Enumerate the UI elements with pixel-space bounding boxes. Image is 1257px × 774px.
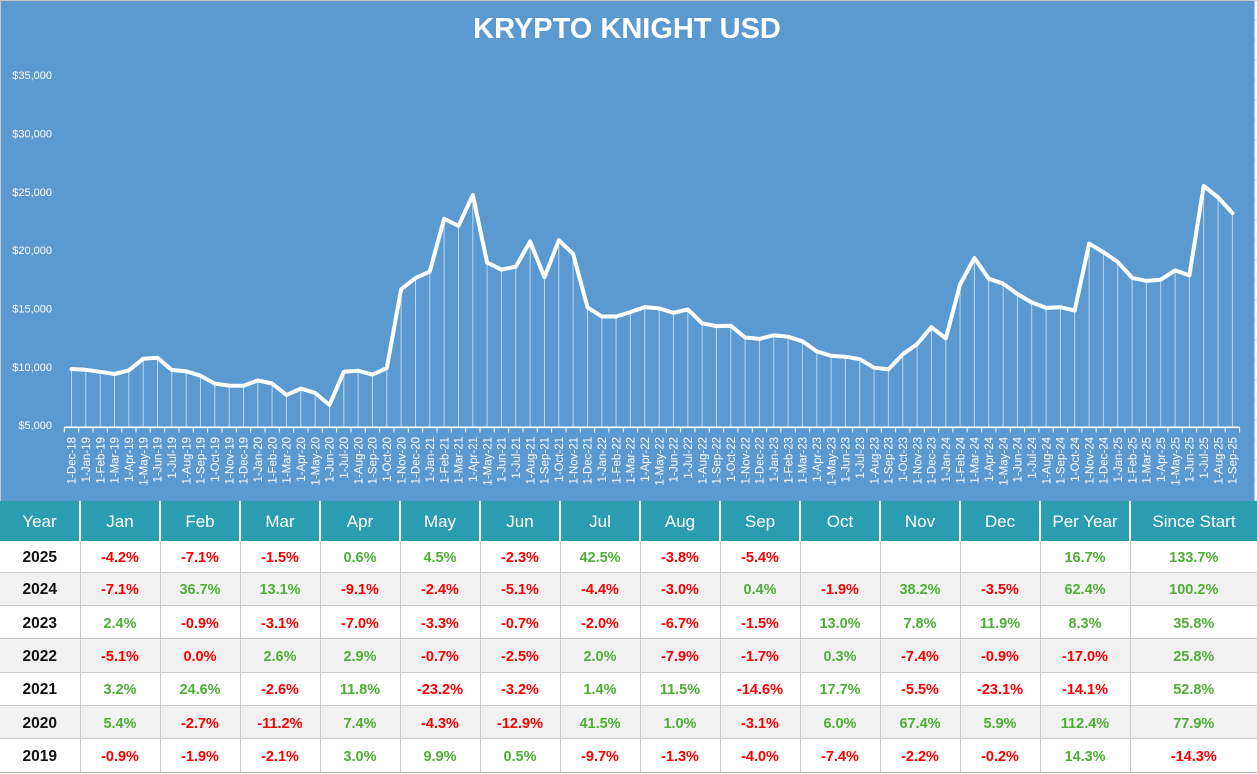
svg-text:1-Nov-23: 1-Nov-23 [912, 437, 924, 484]
svg-text:1-Feb-19: 1-Feb-19 [95, 437, 107, 484]
svg-text:1-Apr-25: 1-Apr-25 [1156, 437, 1168, 482]
svg-text:1-May-23: 1-May-23 [826, 437, 838, 486]
svg-text:1-Aug-19: 1-Aug-19 [181, 437, 193, 484]
svg-text:1-Apr-21: 1-Apr-21 [468, 437, 480, 482]
svg-text:1-Sep-25: 1-Sep-25 [1228, 437, 1240, 484]
svg-text:1-Jan-21: 1-Jan-21 [425, 437, 437, 482]
svg-text:$15,000: $15,000 [12, 304, 52, 316]
svg-text:1-Jul-19: 1-Jul-19 [167, 437, 179, 479]
svg-text:$30,000: $30,000 [12, 129, 52, 141]
svg-text:1-Mar-20: 1-Mar-20 [282, 437, 294, 484]
svg-text:1-Jun-22: 1-Jun-22 [669, 437, 681, 482]
svg-text:1-Jun-24: 1-Jun-24 [1013, 436, 1025, 482]
svg-text:1-Sep-24: 1-Sep-24 [1056, 436, 1068, 484]
svg-text:1-May-22: 1-May-22 [654, 437, 666, 486]
svg-text:1-Feb-22: 1-Feb-22 [611, 437, 623, 484]
svg-text:1-Mar-19: 1-Mar-19 [110, 437, 122, 484]
svg-text:1-Jan-19: 1-Jan-19 [81, 437, 93, 482]
svg-text:1-Apr-22: 1-Apr-22 [640, 437, 652, 482]
svg-text:1-Feb-20: 1-Feb-20 [267, 437, 279, 484]
svg-text:1-Jul-20: 1-Jul-20 [339, 437, 351, 479]
svg-text:1-Sep-23: 1-Sep-23 [884, 437, 896, 484]
svg-text:1-Apr-24: 1-Apr-24 [984, 436, 996, 481]
svg-text:1-Jan-24: 1-Jan-24 [941, 436, 953, 482]
svg-text:1-Aug-21: 1-Aug-21 [525, 437, 537, 484]
svg-text:1-Nov-21: 1-Nov-21 [568, 437, 580, 484]
svg-text:$25,000: $25,000 [12, 187, 52, 199]
svg-text:1-Jun-23: 1-Jun-23 [841, 437, 853, 482]
svg-text:1-May-19: 1-May-19 [138, 437, 150, 486]
svg-text:1-Apr-20: 1-Apr-20 [296, 437, 308, 482]
svg-text:1-Feb-24: 1-Feb-24 [955, 436, 967, 483]
svg-text:1-Nov-20: 1-Nov-20 [396, 437, 408, 484]
svg-text:1-Oct-21: 1-Oct-21 [554, 437, 566, 482]
svg-text:1-Sep-20: 1-Sep-20 [368, 437, 380, 484]
svg-text:1-Jul-23: 1-Jul-23 [855, 437, 867, 479]
svg-text:1-Feb-21: 1-Feb-21 [439, 437, 451, 484]
svg-text:1-Dec-24: 1-Dec-24 [1099, 436, 1111, 484]
svg-text:1-Dec-22: 1-Dec-22 [755, 437, 767, 484]
svg-text:1-Apr-19: 1-Apr-19 [124, 437, 136, 482]
svg-text:1-Sep-21: 1-Sep-21 [540, 437, 552, 484]
svg-text:1-Mar-23: 1-Mar-23 [798, 437, 810, 484]
svg-text:1-Jun-19: 1-Jun-19 [153, 437, 165, 482]
svg-text:$20,000: $20,000 [12, 245, 52, 257]
svg-text:1-Jul-21: 1-Jul-21 [511, 437, 523, 479]
svg-text:1-May-21: 1-May-21 [482, 437, 494, 486]
svg-text:1-Sep-22: 1-Sep-22 [712, 437, 724, 484]
svg-text:1-Dec-20: 1-Dec-20 [411, 437, 423, 484]
svg-text:1-Jun-21: 1-Jun-21 [497, 437, 509, 482]
svg-text:1-Aug-20: 1-Aug-20 [353, 437, 365, 484]
svg-text:1-Nov-19: 1-Nov-19 [224, 437, 236, 484]
svg-text:1-Jan-22: 1-Jan-22 [597, 437, 609, 482]
svg-text:1-Dec-21: 1-Dec-21 [583, 437, 595, 484]
svg-text:1-Mar-25: 1-Mar-25 [1142, 437, 1154, 484]
svg-text:1-Jun-25: 1-Jun-25 [1185, 437, 1197, 482]
svg-text:1-Dec-18: 1-Dec-18 [67, 437, 79, 484]
svg-text:1-Oct-19: 1-Oct-19 [210, 437, 222, 482]
svg-text:1-Nov-24: 1-Nov-24 [1084, 436, 1096, 484]
svg-text:1-Mar-21: 1-Mar-21 [454, 437, 466, 484]
svg-text:1-May-25: 1-May-25 [1170, 437, 1182, 486]
svg-text:1-Dec-23: 1-Dec-23 [927, 437, 939, 484]
svg-text:1-Apr-23: 1-Apr-23 [812, 437, 824, 482]
svg-text:1-Aug-22: 1-Aug-22 [697, 437, 709, 484]
svg-text:1-Mar-24: 1-Mar-24 [970, 436, 982, 483]
svg-text:1-Jul-25: 1-Jul-25 [1199, 437, 1211, 479]
svg-text:1-Oct-24: 1-Oct-24 [1070, 436, 1082, 481]
svg-text:1-Oct-23: 1-Oct-23 [898, 437, 910, 482]
svg-text:$10,000: $10,000 [12, 362, 52, 374]
svg-text:1-Jan-20: 1-Jan-20 [253, 437, 265, 482]
svg-text:1-Mar-22: 1-Mar-22 [626, 437, 638, 484]
svg-text:1-Jan-23: 1-Jan-23 [769, 437, 781, 482]
svg-text:KRYPTO KNIGHT USD: KRYPTO KNIGHT USD [473, 13, 781, 45]
svg-text:1-May-24: 1-May-24 [998, 436, 1010, 485]
svg-text:1-Feb-23: 1-Feb-23 [783, 437, 795, 484]
svg-text:$5,000: $5,000 [18, 420, 52, 432]
svg-text:1-Feb-25: 1-Feb-25 [1127, 437, 1139, 484]
svg-text:1-Aug-23: 1-Aug-23 [869, 437, 881, 484]
svg-text:$35,000: $35,000 [12, 70, 52, 82]
svg-text:1-May-20: 1-May-20 [310, 437, 322, 486]
svg-text:1-Jan-25: 1-Jan-25 [1113, 437, 1125, 482]
svg-text:1-Jul-22: 1-Jul-22 [683, 437, 695, 479]
svg-text:1-Oct-20: 1-Oct-20 [382, 437, 394, 482]
svg-text:1-Dec-19: 1-Dec-19 [239, 437, 251, 484]
svg-text:1-Jun-20: 1-Jun-20 [325, 437, 337, 482]
svg-text:1-Oct-22: 1-Oct-22 [726, 437, 738, 482]
svg-text:1-Aug-25: 1-Aug-25 [1213, 437, 1225, 484]
svg-text:1-Sep-19: 1-Sep-19 [196, 437, 208, 484]
svg-text:1-Aug-24: 1-Aug-24 [1041, 436, 1053, 484]
svg-text:1-Jul-24: 1-Jul-24 [1027, 436, 1039, 478]
svg-text:1-Nov-22: 1-Nov-22 [740, 437, 752, 484]
